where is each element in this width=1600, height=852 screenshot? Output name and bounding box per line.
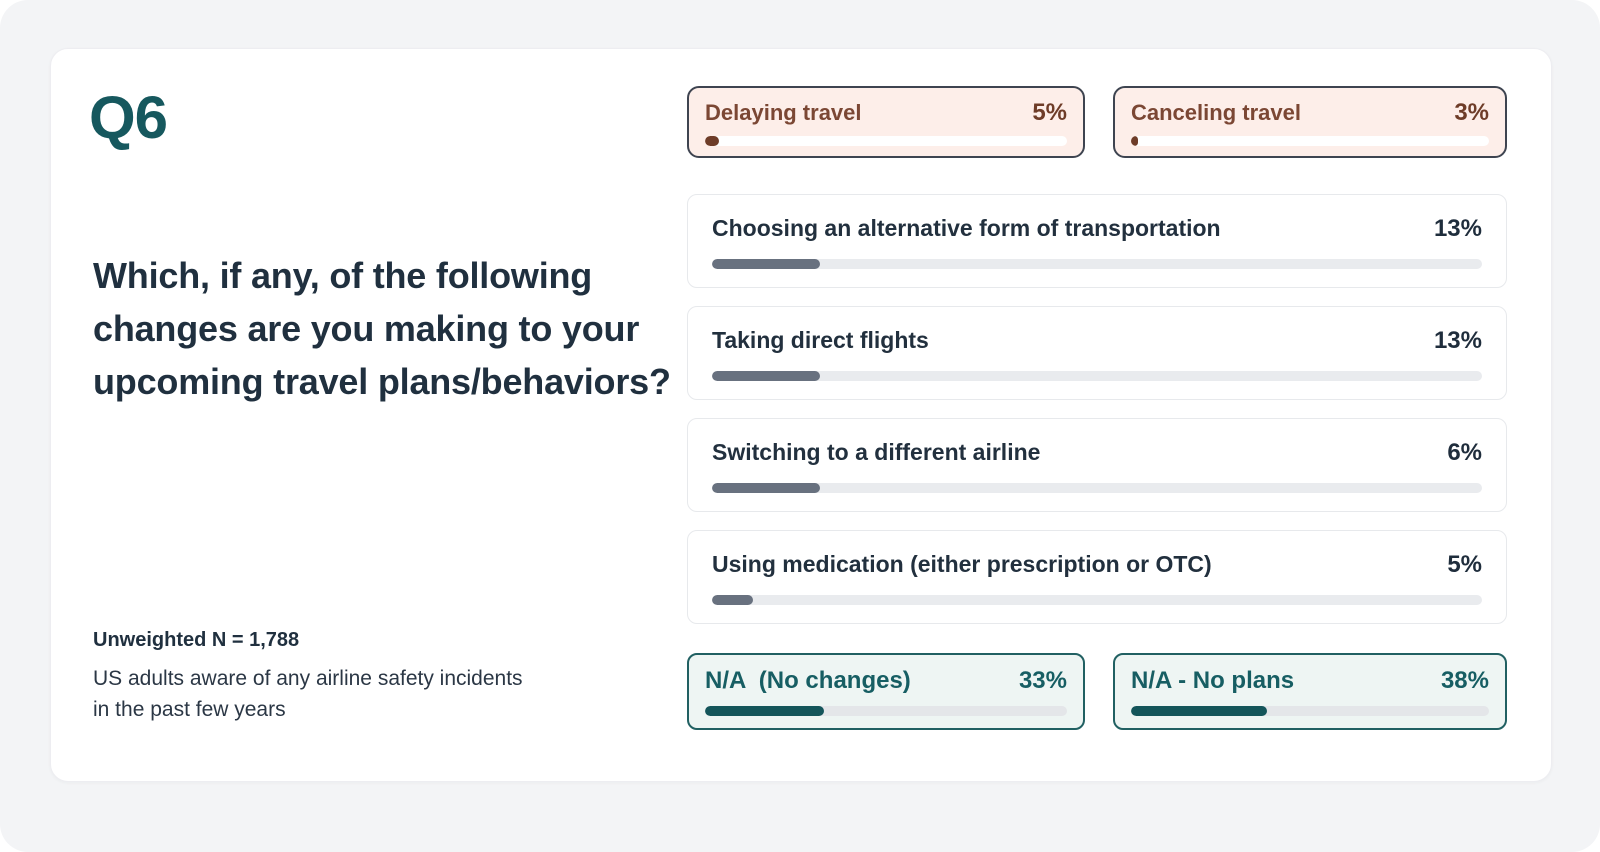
- bar-card-head: N/A - No plans 38%: [1131, 667, 1489, 695]
- question-text: Which, if any, of the following changes …: [93, 255, 671, 402]
- bar-value: 3%: [1454, 99, 1489, 126]
- bar-label: Taking direct flights: [712, 327, 929, 353]
- bar-value: 33%: [1018, 667, 1067, 694]
- bar-card-delaying-travel: Delaying travel 5%: [687, 86, 1085, 158]
- bar-label: Switching to a different airline: [712, 439, 1041, 465]
- bar-label: N/A (No changes): [705, 667, 911, 694]
- sample-description: US adults aware of any airline safety in…: [93, 667, 523, 721]
- bar-track: [712, 259, 1482, 269]
- bar-label: Canceling travel: [1131, 100, 1301, 125]
- bar-value: 6%: [1447, 439, 1482, 466]
- bar-value: 38%: [1440, 667, 1489, 694]
- question-id: Q6: [89, 84, 168, 151]
- bar-fill: [712, 595, 753, 605]
- bar-fill: [712, 483, 820, 493]
- bar-label: Using medication (either prescription or…: [712, 551, 1212, 577]
- bar-card-head: Delaying travel 5%: [705, 99, 1067, 127]
- bar-track: [1131, 706, 1489, 716]
- bar-card-different-airline: Switching to a different airline 6%: [687, 418, 1507, 512]
- bar-track: [705, 706, 1067, 716]
- bar-card-alternative-transportation: Choosing an alternative form of transpor…: [687, 194, 1507, 288]
- bar-card-head: Using medication (either prescription or…: [712, 551, 1482, 579]
- bar-card-na-no-changes: N/A (No changes) 33%: [687, 653, 1085, 730]
- bar-card-direct-flights: Taking direct flights 13%: [687, 306, 1507, 400]
- bar-label: Choosing an alternative form of transpor…: [712, 215, 1221, 241]
- bar-card-head: N/A (No changes) 33%: [705, 667, 1067, 695]
- bar-label: Delaying travel: [705, 100, 862, 125]
- bar-card-using-medication: Using medication (either prescription or…: [687, 530, 1507, 624]
- bar-value: 5%: [1032, 99, 1067, 126]
- bar-card-head: Taking direct flights 13%: [712, 327, 1482, 355]
- bar-fill: [1131, 706, 1268, 716]
- bar-fill: [705, 136, 719, 146]
- bar-fill: [1131, 136, 1139, 146]
- bar-chart-column: Delaying travel 5% Canceling travel 3%: [687, 49, 1507, 781]
- bar-track: [712, 483, 1482, 493]
- bar-card-na-no-plans: N/A - No plans 38%: [1113, 653, 1507, 730]
- bar-card-head: Canceling travel 3%: [1131, 99, 1489, 127]
- bar-value: 13%: [1433, 327, 1482, 354]
- bar-track: [712, 595, 1482, 605]
- bar-value: 5%: [1447, 551, 1482, 578]
- bar-label: N/A - No plans: [1131, 667, 1295, 694]
- bar-track: [705, 136, 1067, 146]
- bar-card-canceling-travel: Canceling travel 3%: [1113, 86, 1507, 158]
- bar-track: [712, 371, 1482, 381]
- bar-fill: [705, 706, 825, 716]
- bar-card-head: Choosing an alternative form of transpor…: [712, 215, 1482, 243]
- survey-results-panel: Q6 Which, if any, of the following chang…: [50, 48, 1552, 782]
- bar-track: [1131, 136, 1489, 146]
- sample-size-label: Unweighted N = 1,788: [93, 629, 300, 651]
- bar-card-head: Switching to a different airline 6%: [712, 439, 1482, 467]
- bar-value: 13%: [1433, 215, 1482, 242]
- bar-fill: [712, 371, 820, 381]
- bar-fill: [712, 259, 820, 269]
